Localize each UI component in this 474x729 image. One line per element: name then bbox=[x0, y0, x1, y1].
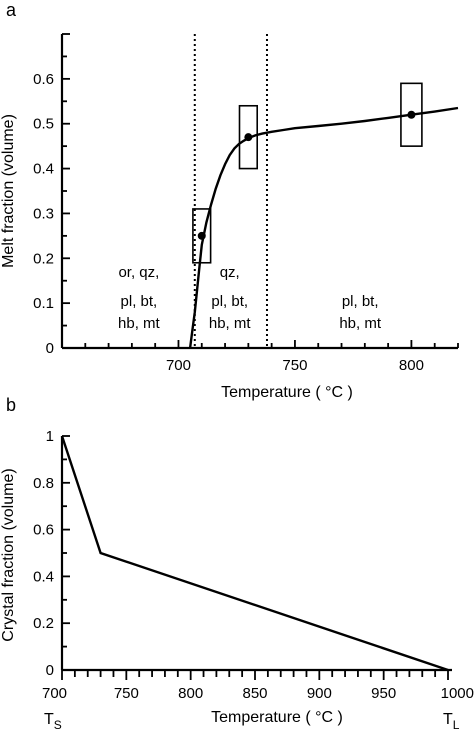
panel-b-x-tick-label: 900 bbox=[307, 685, 332, 702]
panel-a-y-tick-label: 0.5 bbox=[33, 116, 54, 133]
panel-b: b Crystal fraction (volume) Temperature … bbox=[0, 395, 474, 729]
panel-a-mineral-annotation: qz, bbox=[220, 264, 240, 281]
panel-b-y-tick-label: 0.6 bbox=[33, 522, 54, 539]
panel-b-y-tick-label: 0.4 bbox=[33, 568, 54, 585]
panel-b-solidus-subscript: S bbox=[54, 718, 62, 729]
panel-b-x-axis-label: Temperature ( °C ) bbox=[211, 709, 343, 726]
panel-a-melt-curve bbox=[188, 106, 459, 349]
panel-a-uncertainty-box bbox=[192, 208, 212, 264]
panel-a-mineral-annotation: pl, bt, bbox=[121, 293, 158, 310]
panel-a-y-tick-label: 0.3 bbox=[33, 205, 54, 222]
panel-a-mineral-annotation: or, qz, bbox=[118, 264, 159, 281]
panel-b-liquidus-subscript: L bbox=[453, 718, 460, 729]
panel-a-x-tick-label: 750 bbox=[282, 357, 307, 374]
panel-a-y-tick-label: 0 bbox=[46, 340, 54, 357]
panel-b-label: b bbox=[6, 395, 16, 415]
panel-a-y-tick-label: 0.6 bbox=[33, 71, 54, 88]
panel-a-y-tick-label: 0.2 bbox=[33, 250, 54, 267]
panel-b-y-tick-label: 0.2 bbox=[33, 615, 54, 632]
panel-a-data-point bbox=[407, 110, 416, 119]
panel-a-mineral-annotation: hb, mt bbox=[209, 315, 252, 332]
panel-a-mineral-annotation: hb, mt bbox=[118, 315, 161, 332]
panel-a-y-tick-label: 0.4 bbox=[33, 161, 54, 178]
panel-b-y-tick-label: 0 bbox=[46, 662, 54, 679]
panel-a-mineral-annotation: pl, bt, bbox=[211, 293, 248, 310]
panel-a-data-point bbox=[197, 231, 206, 240]
panel-a-data-point bbox=[244, 133, 253, 142]
panel-b-x-tick-label: 950 bbox=[371, 685, 396, 702]
panel-b-solidus-label: TS bbox=[44, 711, 62, 729]
panel-a-x-tick-label: 700 bbox=[166, 357, 191, 374]
panel-b-y-tick-label: 0.8 bbox=[33, 475, 54, 492]
panel-a-mineral-annotation: pl, bt, bbox=[342, 293, 379, 310]
panel-b-x-tick-label: 850 bbox=[242, 685, 267, 702]
panel-b-y-axis-label: Crystal fraction (volume) bbox=[0, 468, 17, 641]
panel-a-y-tick-label: 0.1 bbox=[33, 295, 54, 312]
panel-b-x-tick-label: 800 bbox=[178, 685, 203, 702]
panel-b-y-tick-label: 1 bbox=[46, 428, 54, 445]
panel-a-mineral-annotation: hb, mt bbox=[339, 315, 382, 332]
panel-a-x-axis-label: Temperature ( °C ) bbox=[221, 384, 353, 401]
panel-b-crystal-curve bbox=[60, 435, 449, 672]
panel-b-liquidus-label: TL bbox=[443, 711, 460, 729]
panel-a-x-tick-label: 800 bbox=[399, 357, 424, 374]
panel-a: a Melt fraction (volume) Temperature ( °… bbox=[0, 0, 459, 401]
panel-b-x-tick-label: 1000 bbox=[441, 685, 474, 702]
panel-a-uncertainty-box bbox=[400, 82, 423, 147]
panel-b-x-tick-label: 700 bbox=[42, 685, 67, 702]
panel-b-x-tick-label: 750 bbox=[114, 685, 139, 702]
panel-a-label: a bbox=[6, 0, 17, 20]
panel-a-y-axis-label: Melt fraction (volume) bbox=[0, 114, 17, 268]
panel-a-uncertainty-box bbox=[238, 104, 259, 170]
